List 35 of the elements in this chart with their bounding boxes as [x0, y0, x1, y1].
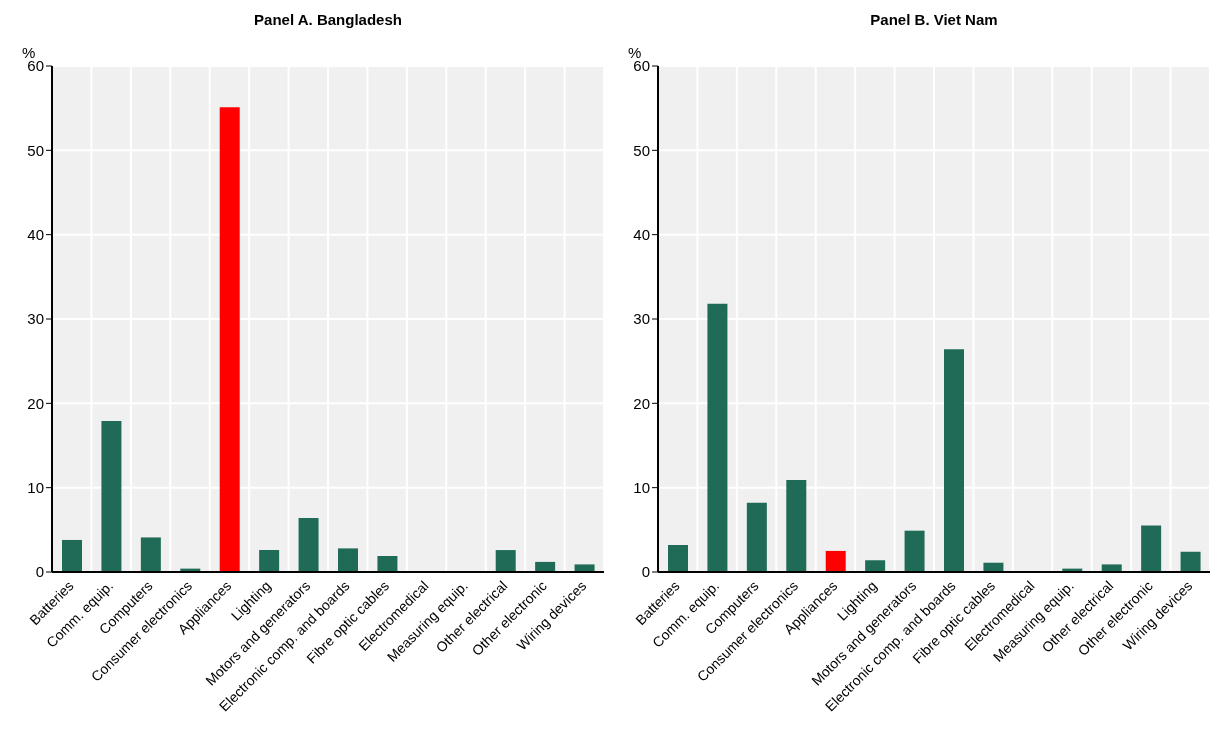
bar	[338, 548, 358, 572]
bar	[1101, 564, 1122, 572]
bar	[944, 349, 964, 572]
y-tick-label: 0	[641, 563, 650, 581]
y-tick-label: 10	[633, 478, 650, 496]
y-tick-label: 50	[633, 141, 650, 159]
bar	[574, 564, 595, 572]
bar	[62, 539, 82, 572]
bar	[259, 550, 280, 572]
y-tick-label: 10	[27, 478, 44, 496]
bar	[746, 502, 767, 572]
bar	[904, 530, 925, 572]
y-tick-label: 0	[35, 563, 44, 581]
y-tick-label: 50	[27, 141, 44, 159]
bar	[140, 537, 161, 572]
bar	[668, 545, 688, 572]
bar	[377, 555, 398, 572]
bar	[219, 107, 240, 572]
chart-title: Panel A. Bangladesh	[253, 10, 403, 30]
bar	[1180, 551, 1201, 572]
y-tick-label: 40	[633, 225, 650, 243]
y-tick-label: 30	[633, 310, 650, 328]
bar	[101, 421, 122, 572]
bar	[865, 560, 886, 572]
bar	[707, 303, 728, 572]
bar	[495, 550, 516, 572]
bar	[786, 480, 807, 572]
bar	[825, 550, 846, 572]
chart-title: Panel B. Viet Nam	[869, 10, 999, 30]
y-tick-label: 40	[27, 225, 44, 243]
bar	[298, 518, 319, 572]
y-tick-label: 30	[27, 310, 44, 328]
y-tick-label: 20	[633, 394, 650, 412]
y-tick-label: 20	[27, 394, 44, 412]
bar	[1141, 525, 1162, 572]
